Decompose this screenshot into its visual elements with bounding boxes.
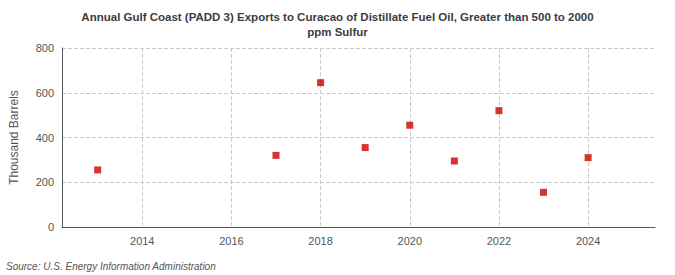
svg-text:Source: U.S. Energy Informatio: Source: U.S. Energy Information Administ… — [6, 261, 216, 272]
svg-text:0: 0 — [48, 221, 54, 233]
svg-text:600: 600 — [36, 87, 54, 99]
svg-text:ppm Sulfur: ppm Sulfur — [307, 26, 368, 38]
svg-text:400: 400 — [36, 132, 54, 144]
svg-text:2016: 2016 — [219, 235, 243, 247]
svg-text:200: 200 — [36, 176, 54, 188]
svg-text:Annual Gulf Coast (PADD 3) Exp: Annual Gulf Coast (PADD 3) Exports to Cu… — [81, 11, 593, 23]
svg-text:2014: 2014 — [130, 235, 154, 247]
svg-text:2020: 2020 — [398, 235, 422, 247]
svg-text:Thousand Barrels: Thousand Barrels — [7, 90, 21, 185]
svg-text:800: 800 — [36, 42, 54, 54]
svg-text:2018: 2018 — [308, 235, 332, 247]
svg-text:2022: 2022 — [487, 235, 511, 247]
svg-text:2024: 2024 — [576, 235, 600, 247]
